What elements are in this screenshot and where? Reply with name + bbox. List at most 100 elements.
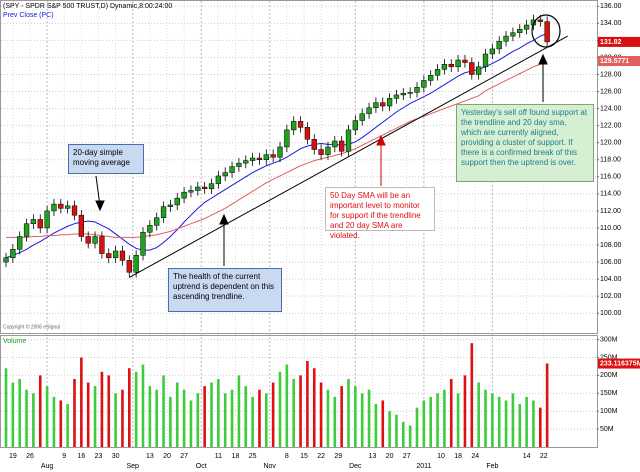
candle-body [407, 92, 413, 94]
volume-tick-label: 200M [600, 372, 618, 379]
sma-tag: 129.5771 [600, 58, 629, 65]
candle-body [71, 205, 78, 216]
volume-tick-label: 50M [600, 426, 614, 433]
candle-body [537, 19, 543, 22]
candle-body [181, 191, 187, 199]
volume-bar [545, 363, 549, 447]
candle-body [17, 236, 23, 250]
last-price-tag: 131.82 [600, 39, 622, 46]
legend-label: Prev Close (PC) [3, 12, 54, 19]
chart-title: (SPY - SPDR S&P 500 TRUST,D) Dynamic,8:0… [3, 3, 172, 10]
volume-bar [121, 389, 124, 447]
candle-body [476, 66, 482, 75]
volume-bar [141, 364, 145, 447]
x-tick-label: 20 [163, 453, 171, 460]
volume-tag: 233.116375M [600, 360, 640, 367]
candle-body [428, 75, 434, 81]
volume-bar [66, 404, 69, 447]
trendline [129, 35, 568, 278]
x-tick-label: 26 [26, 453, 34, 460]
volume-bar [299, 375, 302, 447]
volume-bar [128, 368, 131, 447]
candle-body [503, 35, 509, 42]
candle-body [434, 69, 441, 76]
volume-bar [169, 396, 172, 447]
candle-body [414, 87, 420, 93]
candle-body [469, 62, 475, 75]
x-tick-label: 11 [215, 453, 222, 460]
moving-average [5, 33, 548, 259]
candle-body [208, 183, 215, 189]
volume-tick-label: 300M [600, 336, 618, 343]
volume-bar [134, 371, 138, 447]
x-month-label: Nov [263, 463, 276, 470]
candle-body [112, 250, 119, 259]
volume-bar [354, 386, 357, 447]
volume-bar [402, 421, 405, 447]
candle-body [160, 206, 167, 218]
candle-body [58, 203, 64, 209]
x-month-label: 2011 [416, 463, 431, 470]
x-month-label: Aug [41, 463, 54, 470]
candle-body [510, 32, 516, 37]
volume-bar [374, 404, 378, 447]
x-tick-label: 15 [300, 453, 308, 460]
arrow-head [95, 200, 105, 212]
candle-body [544, 21, 550, 43]
volume-bar [100, 371, 104, 447]
volume-bar [312, 368, 316, 447]
candle-body [325, 146, 331, 155]
volume-bar [326, 389, 330, 447]
candle-body [51, 203, 57, 212]
volume-bar [491, 393, 494, 447]
volume-bar [511, 393, 515, 447]
candle-body [243, 160, 249, 164]
volume-bar [114, 393, 117, 447]
candle-body [119, 250, 126, 261]
y-tick-label: 114.00 [600, 191, 621, 198]
volume-bar [244, 386, 248, 447]
candle-body [263, 154, 269, 161]
volume-bar [539, 407, 542, 447]
candle-body [37, 219, 43, 229]
volume-bar [223, 393, 227, 447]
marks [3, 14, 568, 447]
candle-body [345, 129, 352, 152]
candle-body [462, 59, 468, 63]
volume-bar [463, 375, 467, 447]
volume-bar [306, 361, 309, 447]
candle-body [517, 29, 523, 33]
candle-body [92, 236, 98, 244]
candle-body [256, 157, 263, 161]
volume-tick-label: 100M [600, 408, 618, 415]
candle-body [249, 157, 256, 161]
volume-tick-label: 250M [600, 354, 618, 361]
volume-tag-box [598, 358, 640, 369]
x-tick-label: 18 [454, 453, 462, 460]
sma-tag-box [598, 56, 640, 67]
volume-title: Volume [3, 338, 26, 345]
candle-body [167, 204, 174, 207]
candle-body [448, 63, 454, 68]
volume-bar [107, 375, 111, 447]
candle-body [496, 40, 502, 50]
x-tick-label: 22 [540, 453, 548, 460]
candle-body [78, 214, 84, 237]
volume-bar [470, 343, 474, 447]
volume-tick-label: 150M [600, 390, 618, 397]
volume-bar [367, 389, 371, 447]
x-tick-label: 13 [369, 453, 377, 460]
volume-bar [360, 393, 364, 447]
volume-bar [436, 393, 439, 447]
candle-body [44, 210, 50, 229]
candle-body [126, 260, 132, 273]
y-tick-label: 102.00 [600, 293, 622, 300]
volume-bar [196, 393, 200, 447]
x-tick-label: 22 [317, 453, 325, 460]
volume-bar [449, 378, 453, 447]
volume-bar [73, 378, 76, 447]
candle-body [270, 154, 276, 158]
candle-body [311, 139, 317, 150]
volume-bar [86, 382, 90, 447]
